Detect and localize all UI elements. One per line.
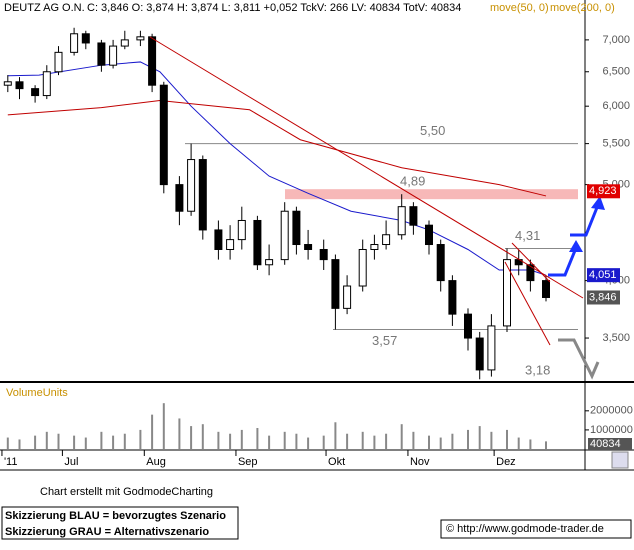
quote: C: 3,846 O: 3,874 H: 3,874 L: 3,811 +0,0… xyxy=(87,2,461,14)
x-tick-label: Jul xyxy=(64,456,78,468)
resistance-band xyxy=(285,189,578,200)
candle-body xyxy=(487,325,496,371)
candle-body xyxy=(280,210,289,261)
level-label: 5,50 xyxy=(420,123,445,138)
level-label: 4,89 xyxy=(400,174,425,189)
price-marker-label: 4,923 xyxy=(589,185,617,197)
candle-body xyxy=(526,264,535,282)
candle-body xyxy=(464,313,472,339)
candle-body xyxy=(319,248,328,261)
candle-body xyxy=(136,36,145,41)
candle-body xyxy=(425,224,433,246)
trend-line xyxy=(511,242,551,283)
volume-tick-label: 2000000 xyxy=(590,405,633,417)
trend-line xyxy=(149,36,584,299)
candle-body xyxy=(54,51,63,73)
y-tick-label: 6,500 xyxy=(602,66,630,78)
y-tick-label: 6,000 xyxy=(602,100,630,112)
candle-body xyxy=(97,42,106,66)
candle-body xyxy=(370,244,379,250)
plot: 3,5004,0005,0005,5006,0006,5007,000'11Ju… xyxy=(1,27,633,468)
candle-body xyxy=(42,71,51,97)
price-marker xyxy=(587,184,620,199)
candle-body xyxy=(358,248,367,287)
moving-average xyxy=(7,61,547,276)
candle-body xyxy=(3,81,12,86)
candle-body xyxy=(237,219,246,241)
url: © http://www.godmode-trader.de xyxy=(446,523,604,535)
candle-body xyxy=(70,33,79,53)
candle-body xyxy=(159,84,168,186)
candle-body xyxy=(187,159,196,212)
y-tick-label: 7,000 xyxy=(602,34,630,46)
candle-body xyxy=(475,337,484,371)
volume-tick-label: 1000000 xyxy=(590,424,633,436)
blue-arrow xyxy=(591,196,605,210)
trend-line xyxy=(504,261,551,346)
candle-body xyxy=(214,229,223,250)
gray-scenario xyxy=(558,338,600,380)
moving-average xyxy=(7,99,547,197)
candle-body xyxy=(226,239,235,250)
volume-current: 40834 xyxy=(590,438,621,450)
x-tick-label: Dez xyxy=(496,456,516,468)
candle-body xyxy=(503,259,511,327)
candle-body xyxy=(31,88,40,97)
credit: Chart erstellt mit GodmodeCharting xyxy=(40,486,213,498)
candle-body xyxy=(448,280,457,315)
price-marker xyxy=(587,268,620,283)
candle-body xyxy=(304,244,313,250)
price-marker xyxy=(587,290,620,305)
y-tick-label: 3,500 xyxy=(602,332,630,344)
candle-body xyxy=(253,219,262,266)
price-marker-label: 4,051 xyxy=(589,269,617,281)
blue-scenario xyxy=(570,204,600,237)
note-box xyxy=(1,506,239,540)
candle-body xyxy=(542,280,550,298)
legend-entry: move(200, 0) xyxy=(550,2,615,14)
y-tick-label: 5,500 xyxy=(602,138,630,150)
x-tick-label: Nov xyxy=(410,456,430,468)
candle-body xyxy=(343,285,352,309)
note-blue: Skizzierung BLAU = bevorzugtes Szenario xyxy=(5,510,226,522)
candle-body xyxy=(148,36,157,86)
candle-body xyxy=(120,39,129,47)
candle-body xyxy=(109,45,118,66)
blue-arrow xyxy=(569,240,583,252)
price-marker-label: 3,846 xyxy=(589,291,617,303)
chart-title: DEUTZ AG O.N. xyxy=(4,2,85,14)
x-tick-label: '11 xyxy=(4,456,18,468)
legend-entry: move(50, 0) xyxy=(490,2,549,14)
candle-body xyxy=(292,210,301,246)
candle-body xyxy=(436,244,445,282)
settings-icon[interactable] xyxy=(611,451,629,469)
candle-body xyxy=(15,81,24,90)
blue-scenario xyxy=(548,247,578,277)
candle-body xyxy=(198,159,207,231)
candle-body xyxy=(397,206,406,236)
level-label: 3,57 xyxy=(372,333,397,348)
note-gray: Skizzierung GRAU = Alternativszenario xyxy=(5,526,209,538)
x-tick-label: Aug xyxy=(146,456,166,468)
candle-body xyxy=(331,259,340,309)
x-tick-label: Sep xyxy=(238,456,258,468)
level-label: 3,18 xyxy=(525,363,550,378)
url-box xyxy=(440,519,632,539)
volume-box xyxy=(588,438,632,450)
candle-body xyxy=(265,259,274,266)
candle-body xyxy=(81,33,90,44)
candle-body xyxy=(409,206,418,226)
level-label: 4,31 xyxy=(515,228,540,243)
x-tick-label: Okt xyxy=(328,456,345,468)
candle-body xyxy=(382,234,391,246)
candle-body xyxy=(175,184,184,212)
volume-label: VolumeUnits xyxy=(6,387,68,399)
